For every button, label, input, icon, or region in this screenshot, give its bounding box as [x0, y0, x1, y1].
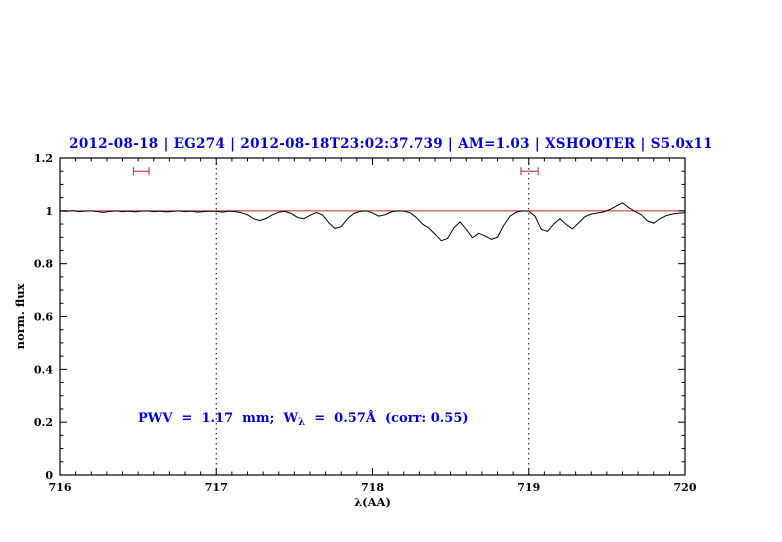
spectrum-line — [59, 202, 686, 242]
y-axis-label: norm. flux — [13, 283, 27, 349]
y-tick-label: 1 — [45, 205, 53, 218]
y-tick-label: 1.2 — [34, 152, 53, 165]
x-tick-label: 719 — [517, 481, 540, 494]
pwv-annotation-suffix: = 0.57Å (corr: 0.55) — [305, 411, 469, 426]
y-tick-label: 0.8 — [34, 258, 53, 271]
y-tick-label: 0.4 — [34, 363, 53, 376]
x-tick-label: 718 — [361, 481, 384, 494]
x-axis-label: λ(AA) — [354, 495, 391, 509]
y-tick-label: 0.2 — [34, 416, 53, 429]
plot-title: 2012-08-18 | EG274 | 2012-08-18T23:02:37… — [69, 136, 713, 152]
y-tick-label: 0 — [45, 469, 53, 482]
x-tick-label: 720 — [674, 481, 697, 494]
x-tick-label: 717 — [205, 481, 228, 494]
pwv-annotation: PWV = 1.17 mm; Wλ = 0.57Å (corr: 0.55) — [138, 411, 469, 428]
x-tick-label: 716 — [49, 481, 72, 494]
pwv-annotation-prefix: PWV = 1.17 mm; W — [138, 411, 299, 426]
pwv-annotation-lambda-subscript: λ — [298, 417, 306, 428]
y-tick-label: 0.6 — [34, 311, 53, 324]
